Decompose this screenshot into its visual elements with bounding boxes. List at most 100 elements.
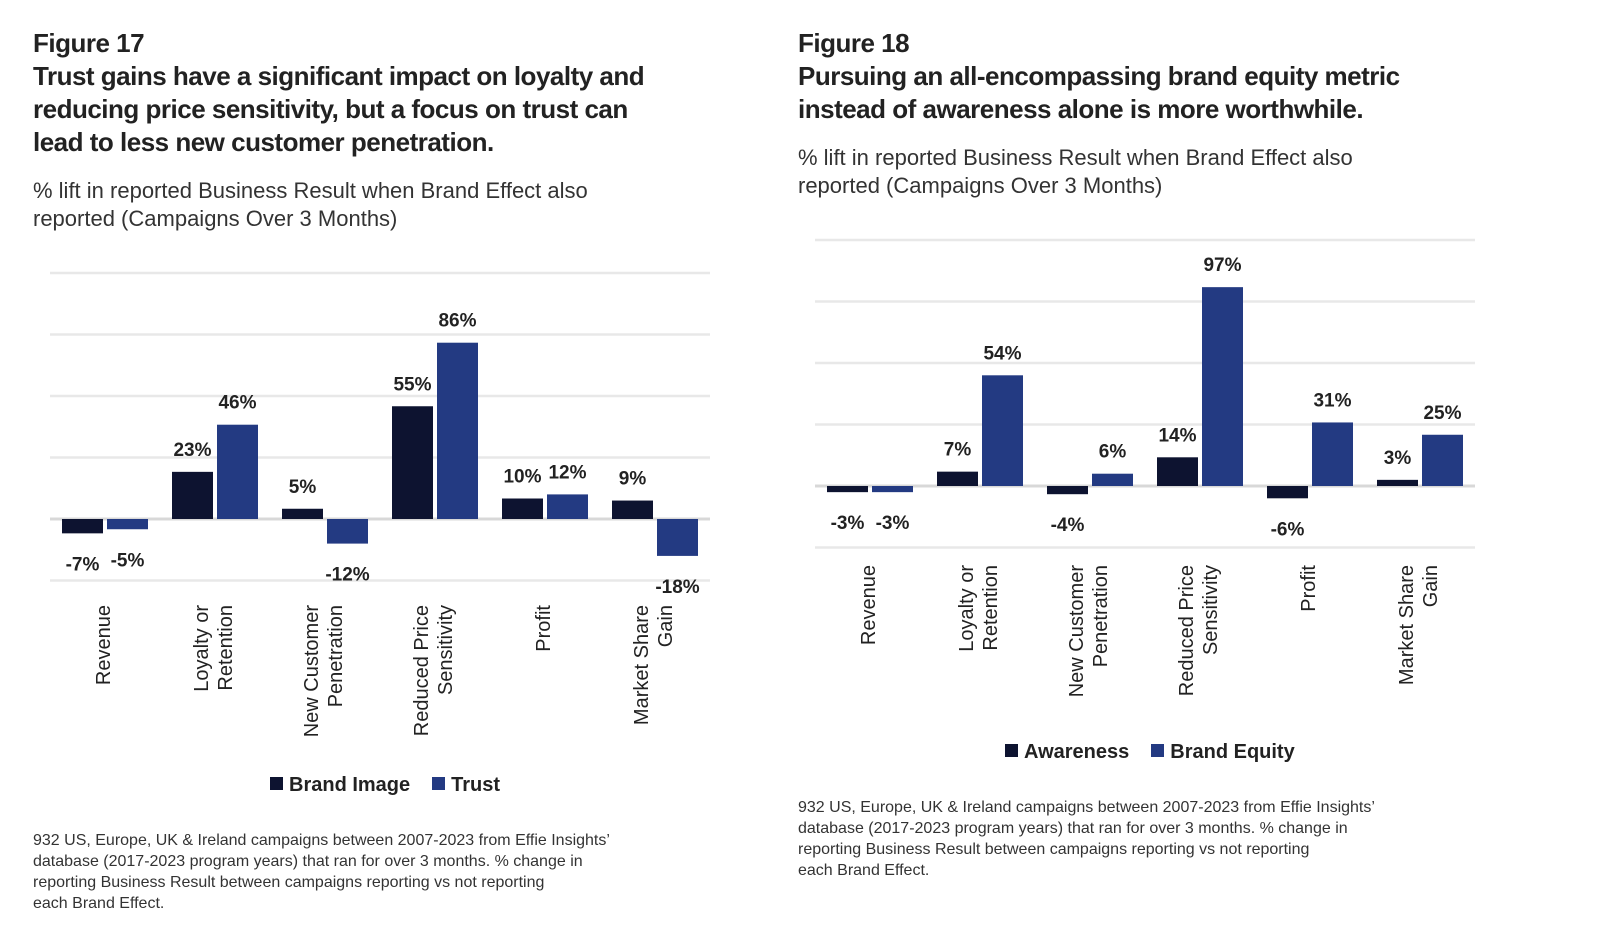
legend-item: Trust (432, 774, 500, 797)
footnote-line: 932 US, Europe, UK & Ireland campaigns b… (33, 832, 610, 849)
figure-18-header: Figure 18 Pursuing an all-encompassing b… (798, 27, 1400, 200)
figure-number: Figure 18 (798, 28, 910, 58)
data-label: 10% (503, 467, 541, 488)
bar-brand-equity (1312, 422, 1353, 486)
data-label: 55% (393, 374, 431, 395)
category-label: Market Share (1396, 565, 1418, 685)
footnote-line: database (2017-2023 program years) that … (798, 820, 1348, 837)
figure-title-line: Pursuing an all-encompassing brand equit… (798, 61, 1400, 91)
legend-label: Awareness (1024, 741, 1130, 763)
bar-awareness (1157, 457, 1198, 486)
figure-title-line: lead to less new customer penetration. (33, 127, 494, 157)
footnote-line: reporting Business Result between campai… (33, 874, 545, 891)
data-label: 12% (548, 462, 586, 483)
category-label: Penetration (1090, 565, 1112, 667)
data-label: 97% (1203, 255, 1241, 276)
category-label: Gain (655, 605, 677, 647)
bar-brand-image (62, 519, 103, 534)
legend-label: Trust (451, 774, 501, 796)
data-label: -3% (831, 513, 865, 534)
data-label: 54% (983, 343, 1021, 364)
bar-brand-equity (982, 375, 1023, 486)
figure-title-line: Trust gains have a significant impact on… (33, 61, 645, 91)
bar-awareness (937, 471, 978, 486)
data-label: 9% (619, 469, 647, 490)
bar-brand-image (392, 406, 433, 519)
data-label: -3% (876, 513, 910, 534)
legend-item: Awareness (1005, 741, 1129, 764)
data-label: 86% (438, 311, 476, 332)
data-label: -6% (1271, 519, 1305, 540)
category-label: Gain (1420, 565, 1442, 607)
legend-figure-18: Awareness Brand Equity (1005, 741, 1295, 764)
chart-subtitle-line: % lift in reported Business Result when … (798, 145, 1353, 170)
bar-awareness (1047, 486, 1088, 495)
figure-title-line: reducing price sensitivity, but a focus … (33, 94, 628, 124)
bar-brand-equity (1202, 287, 1243, 486)
bar-awareness (1377, 479, 1418, 486)
footnote-line: each Brand Effect. (33, 895, 165, 912)
category-label: Revenue (93, 605, 115, 685)
category-label: Revenue (858, 565, 880, 645)
bar-trust (107, 519, 148, 530)
data-label: 14% (1158, 425, 1196, 446)
bar-awareness (827, 486, 868, 493)
bar-trust (547, 494, 588, 519)
footnote-line: database (2017-2023 program years) that … (33, 853, 583, 870)
legend-item: Brand Image (270, 774, 410, 797)
data-label: 31% (1313, 390, 1351, 411)
legend-item: Brand Equity (1151, 741, 1295, 764)
category-label: Sensitivity (435, 605, 457, 695)
bar-trust (437, 342, 478, 519)
data-label: 25% (1423, 403, 1461, 424)
bar-trust (657, 519, 698, 556)
bar-trust (217, 424, 258, 519)
category-label: Reduced Price (411, 605, 433, 736)
bar-brand-image (502, 498, 543, 519)
data-label: 3% (1384, 448, 1412, 469)
bar-brand-equity (1422, 434, 1463, 486)
legend-swatch-brand-image (270, 777, 283, 791)
category-label: Loyalty or (956, 565, 978, 652)
legend-label: Brand Image (289, 774, 411, 796)
bar-awareness (1267, 486, 1308, 499)
category-label: Sensitivity (1200, 565, 1222, 655)
category-label: Penetration (325, 605, 347, 707)
data-label: -4% (1051, 515, 1085, 536)
category-label: Retention (215, 605, 237, 691)
data-label: -18% (655, 577, 699, 598)
figure-17-header: Figure 17 Trust gains have a significant… (33, 27, 645, 233)
bar-brand-equity (1092, 473, 1133, 486)
bar-brand-image (172, 471, 213, 519)
legend-figure-17: Brand Image Trust (270, 774, 500, 797)
bar-brand-image (612, 500, 653, 519)
figure-number: Figure 17 (33, 28, 145, 58)
data-label: 7% (944, 440, 972, 461)
legend-swatch-trust (432, 777, 446, 791)
footnote-figure-18: 932 US, Europe, UK & Ireland campaigns b… (798, 797, 1375, 881)
chart-subtitle-line: reported (Campaigns Over 3 Months) (33, 206, 398, 231)
data-label: 6% (1099, 442, 1127, 463)
data-label: -5% (111, 550, 145, 571)
category-label: Reduced Price (1176, 565, 1198, 696)
data-label: -12% (325, 565, 369, 586)
data-label: 23% (173, 440, 211, 461)
category-label: Profit (1298, 565, 1320, 612)
chart-subtitle-line: reported (Campaigns Over 3 Months) (798, 173, 1163, 198)
data-label: -7% (66, 554, 100, 575)
category-label: New Customer (301, 605, 323, 738)
bar-trust (327, 519, 368, 544)
bar-brand-equity (872, 486, 913, 493)
footnote-line: reporting Business Result between campai… (798, 841, 1310, 858)
footnote-line: 932 US, Europe, UK & Ireland campaigns b… (798, 799, 1375, 816)
category-label: Market Share (631, 605, 653, 725)
data-label: 5% (289, 477, 317, 498)
bar-brand-image (282, 508, 323, 519)
category-label: Loyalty or (191, 605, 213, 692)
chart-subtitle-line: % lift in reported Business Result when … (33, 178, 588, 203)
legend-swatch-brand-equity (1151, 744, 1165, 758)
footnote-line: each Brand Effect. (798, 862, 930, 879)
category-label: Profit (533, 605, 555, 652)
legend-label: Brand Equity (1170, 741, 1295, 763)
